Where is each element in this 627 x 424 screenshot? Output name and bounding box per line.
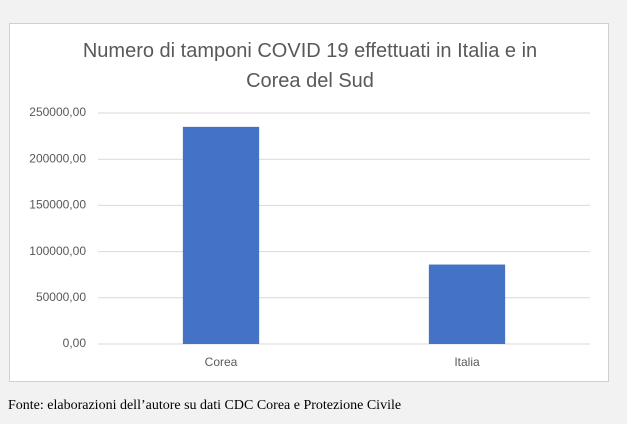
chart-area	[9, 23, 609, 382]
y-tick-label: 200000,00	[29, 151, 86, 165]
x-tick-label: Corea	[205, 355, 238, 369]
y-tick-label: 50000,00	[36, 290, 86, 304]
bar	[182, 126, 260, 344]
y-tick-label: 100000,00	[29, 244, 86, 258]
source-note: Fonte: elaborazioni dell’autore su dati …	[8, 398, 402, 413]
y-tick-label: 150000,00	[29, 198, 86, 212]
bar	[428, 264, 506, 344]
y-tick-label: 250000,00	[29, 105, 86, 119]
y-tick-label: 0,00	[63, 336, 87, 350]
x-tick-label: Italia	[454, 355, 480, 369]
chart-title: Numero di tamponi COVID 19 effettuati in…	[82, 40, 538, 92]
